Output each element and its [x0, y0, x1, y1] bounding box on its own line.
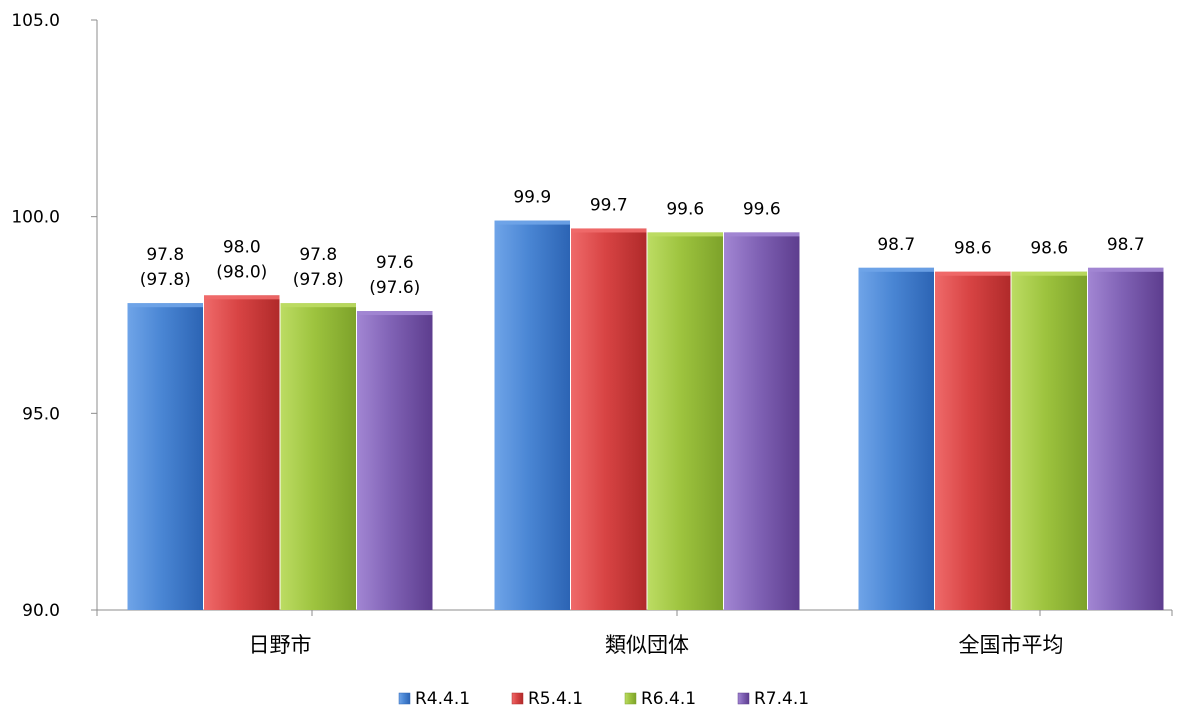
x-category-label: 類似団体	[605, 633, 689, 657]
data-label: 98.6	[954, 239, 992, 259]
legend-label: R6.4.1	[641, 689, 696, 709]
legend-swatch	[398, 692, 411, 705]
data-label: (97.8)	[140, 270, 191, 290]
bar-top-bevel	[571, 228, 647, 233]
legend-label: R7.4.1	[754, 689, 809, 709]
bar-top-bevel	[494, 220, 570, 225]
bar-top-bevel	[935, 271, 1011, 276]
chart-legend: R4.4.1 R5.4.1 R6.4.1 R7.4.1	[398, 689, 809, 709]
bar	[1088, 267, 1164, 610]
data-label: (98.0)	[216, 262, 267, 282]
data-label: 98.7	[877, 235, 915, 255]
bar	[494, 220, 570, 610]
bar	[935, 271, 1011, 610]
bar-top-bevel	[127, 303, 203, 308]
y-tick-label: 95.0	[22, 404, 60, 424]
legend-swatch	[624, 692, 637, 705]
bar	[357, 311, 433, 610]
x-category-label: 全国市平均	[959, 633, 1064, 657]
data-label: 99.9	[513, 188, 551, 208]
data-label: 97.8	[146, 245, 184, 265]
bar	[1011, 271, 1087, 610]
data-label: 99.7	[590, 195, 628, 215]
y-tick-label: 105.0	[11, 11, 60, 31]
bar	[858, 267, 934, 610]
bar-top-bevel	[858, 267, 934, 272]
chart-bars	[127, 220, 1164, 610]
bar	[647, 232, 723, 610]
data-label: 98.6	[1030, 239, 1068, 259]
data-label: 97.6	[376, 253, 414, 273]
bar-top-bevel	[724, 232, 800, 237]
bar	[127, 303, 203, 610]
data-label: 97.8	[299, 245, 337, 265]
legend-swatch	[511, 692, 524, 705]
data-label: 98.0	[223, 237, 261, 257]
data-label: 99.6	[666, 199, 704, 219]
bar-top-bevel	[1011, 271, 1087, 276]
bar	[280, 303, 356, 610]
y-tick-label: 90.0	[22, 601, 60, 621]
legend-swatch	[737, 692, 750, 705]
data-label: 99.6	[743, 199, 781, 219]
data-label: (97.8)	[293, 270, 344, 290]
bar	[204, 295, 280, 610]
bar-top-bevel	[204, 295, 280, 300]
chart-data-labels: 97.8 (97.8) 98.0 (98.0) 97.8 (97.8) 97.6 (97.6)…	[140, 188, 1145, 298]
data-label: 98.7	[1107, 235, 1145, 255]
bar-top-bevel	[280, 303, 356, 308]
bar-top-bevel	[647, 232, 723, 237]
y-tick-label: 100.0	[11, 208, 60, 228]
legend-label: R4.4.1	[415, 689, 470, 709]
legend-label: R5.4.1	[528, 689, 583, 709]
bar	[571, 228, 647, 610]
bar-top-bevel	[1088, 267, 1164, 272]
bar-top-bevel	[357, 311, 433, 316]
bar	[724, 232, 800, 610]
chart-axes: 90.0 95.0 100.0 105.0 日野市 類似団体 全国市平均	[11, 11, 1173, 657]
data-label: (97.6)	[369, 278, 420, 298]
x-category-label: 日野市	[249, 633, 312, 657]
